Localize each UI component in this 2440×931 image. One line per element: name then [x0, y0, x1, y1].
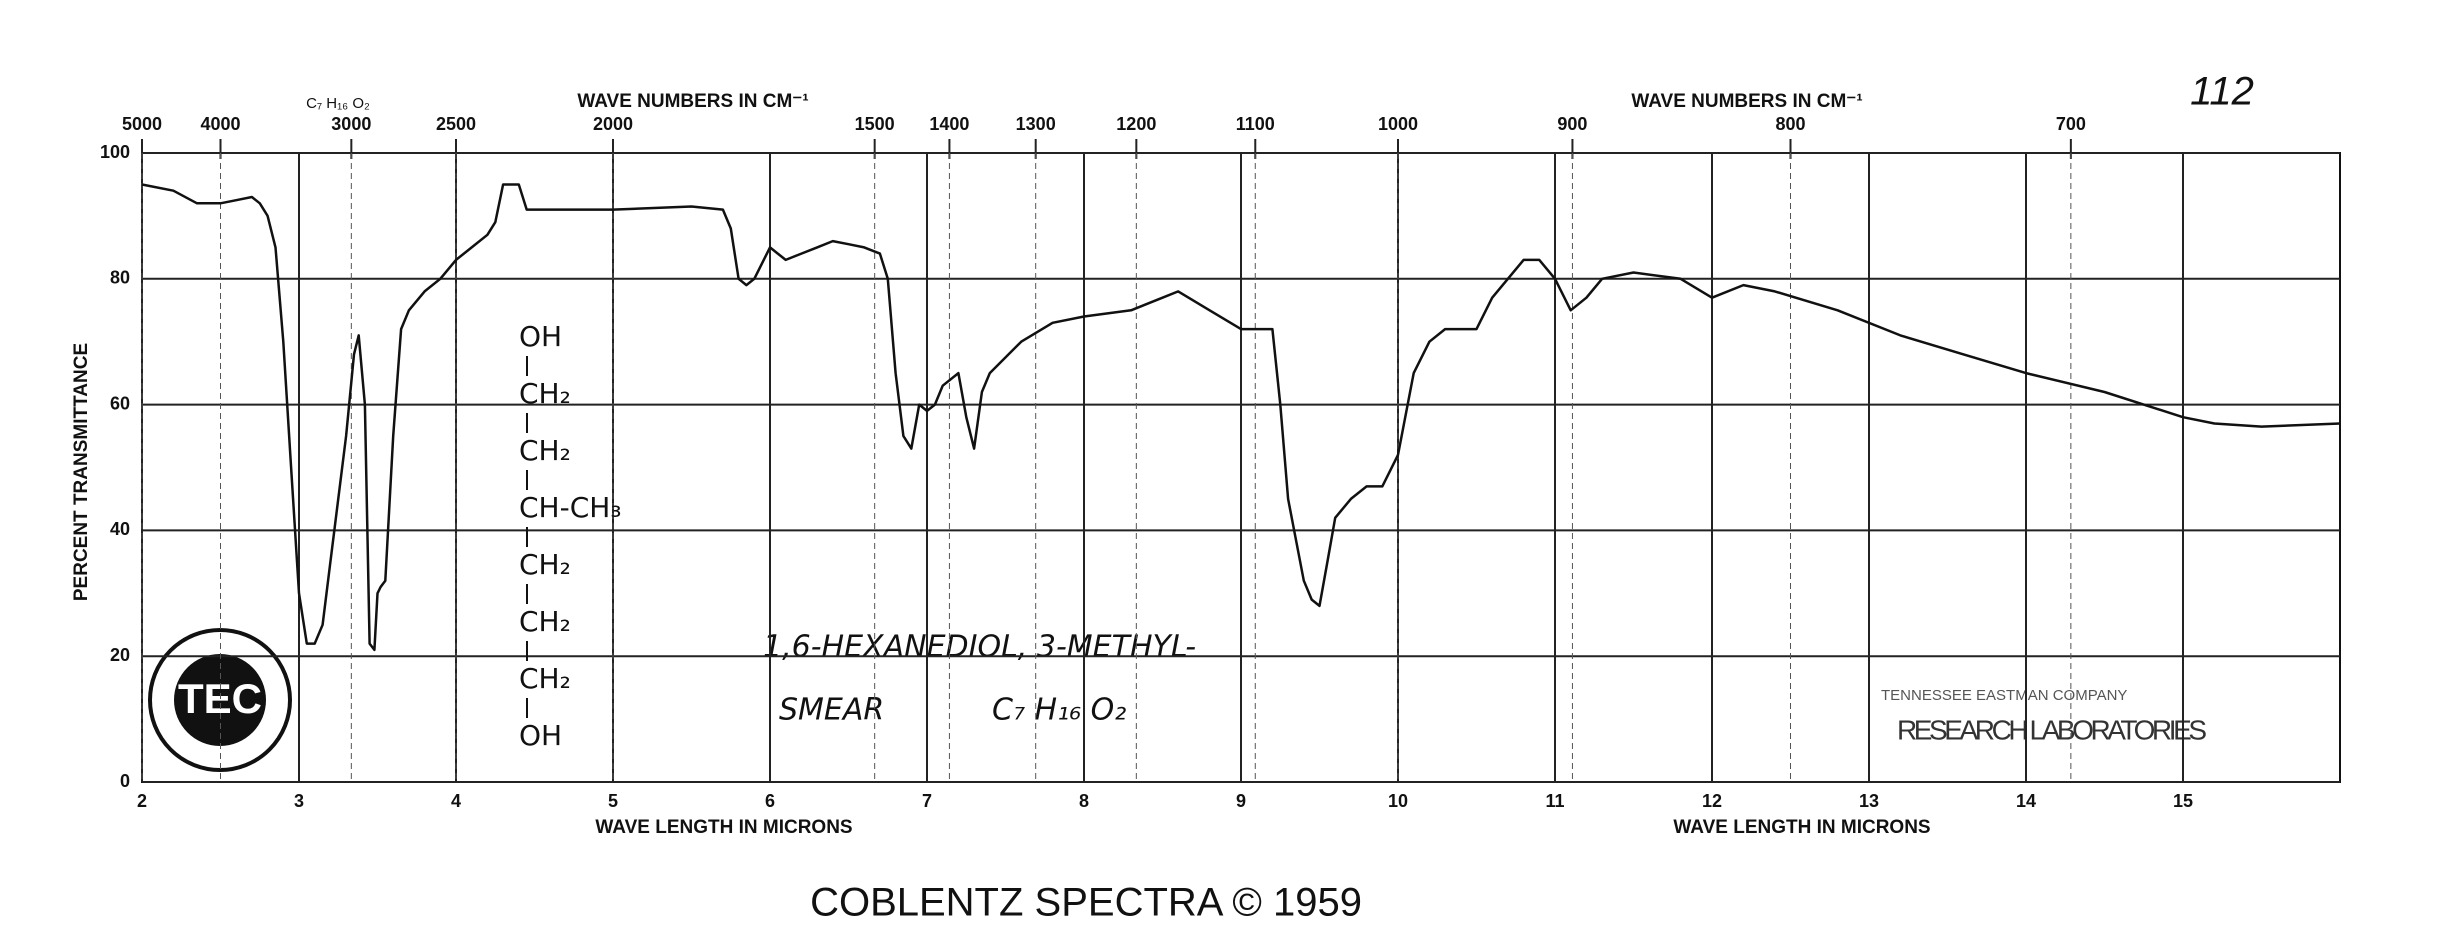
y-tick-label: 40: [110, 519, 130, 539]
structure-group: CH₂: [519, 434, 571, 467]
x-tick-label: 11: [1545, 791, 1564, 811]
x2-tick-label: 2000: [593, 114, 633, 134]
x-tick-label: 3: [294, 791, 304, 811]
footer: COBLENTZ SPECTRA © 1959: [810, 881, 1362, 925]
formula-top: C₇ H₁₆ O₂: [306, 95, 370, 112]
structure-group: CH₂: [519, 662, 571, 695]
structure-group: OH: [519, 320, 562, 353]
structure-group: CH-CH₃: [519, 491, 622, 524]
x2-tick-label: 1400: [929, 114, 969, 134]
x-tick-label: 14: [2016, 791, 2036, 811]
x-tick-label: 4: [451, 791, 461, 811]
x-tick-label: 8: [1079, 791, 1089, 811]
compound-name: 1,6-HEXANEDIOL, 3-METHYL-: [763, 630, 1196, 665]
y-tick-label: 0: [120, 771, 130, 791]
x-tick-label: 2: [137, 791, 147, 811]
x-tick-label: 7: [922, 791, 932, 811]
x2-axis-title: WAVE NUMBERS IN CM⁻¹: [1631, 91, 1862, 112]
sample-note: SMEAR: [779, 693, 884, 728]
x2-tick-label: 1000: [1378, 114, 1418, 134]
x-tick-label: 10: [1388, 791, 1408, 811]
x-tick-label: 5: [608, 791, 618, 811]
x2-tick-label: 1500: [855, 114, 895, 134]
structure-group: OH: [519, 719, 562, 752]
x-tick-label: 15: [2173, 791, 2193, 811]
x2-tick-label: 5000: [122, 114, 162, 134]
y-tick-label: 100: [100, 142, 130, 162]
x2-tick-label: 1300: [1016, 114, 1056, 134]
x2-tick-label: 3000: [331, 114, 371, 134]
stamp-line: RESEARCH LABORATORIES: [1897, 714, 2207, 745]
y-axis-title: PERCENT TRANSMITTANCE: [71, 343, 92, 601]
x-tick-label: 6: [765, 791, 775, 811]
structure-group: CH₂: [519, 605, 571, 638]
y-tick-label: 80: [110, 268, 130, 288]
logo-core: [174, 654, 266, 746]
x2-tick-label: 4000: [200, 114, 240, 134]
x2-tick-label: 1100: [1236, 114, 1275, 134]
formula: C₇ H₁₆ O₂: [992, 693, 1126, 728]
x-tick-label: 12: [1702, 791, 1722, 811]
x-tick-label: 13: [1859, 791, 1879, 811]
x2-tick-label: 2500: [436, 114, 476, 134]
y-tick-label: 60: [110, 393, 130, 413]
x2-tick-label: 800: [1775, 114, 1805, 134]
x2-axis-title: WAVE NUMBERS IN CM⁻¹: [577, 91, 808, 112]
x-axis-title: WAVE LENGTH IN MICRONS: [595, 817, 852, 838]
x2-tick-label: 900: [1557, 114, 1587, 134]
stamp-line: TENNESSEE EASTMAN COMPANY: [1881, 687, 2127, 704]
x-tick-label: 9: [1236, 791, 1246, 811]
y-tick-label: 20: [110, 645, 130, 665]
spectrum-line: [141, 183, 2341, 652]
page-number: 112: [2190, 70, 2254, 114]
structure-group: CH₂: [519, 377, 571, 410]
logo: TEC: [148, 628, 292, 772]
x2-tick-label: 700: [2056, 114, 2086, 134]
x-axis-title: WAVE LENGTH IN MICRONS: [1673, 817, 1930, 838]
x2-tick-label: 1200: [1116, 114, 1156, 134]
structure-group: CH₂: [519, 548, 571, 581]
